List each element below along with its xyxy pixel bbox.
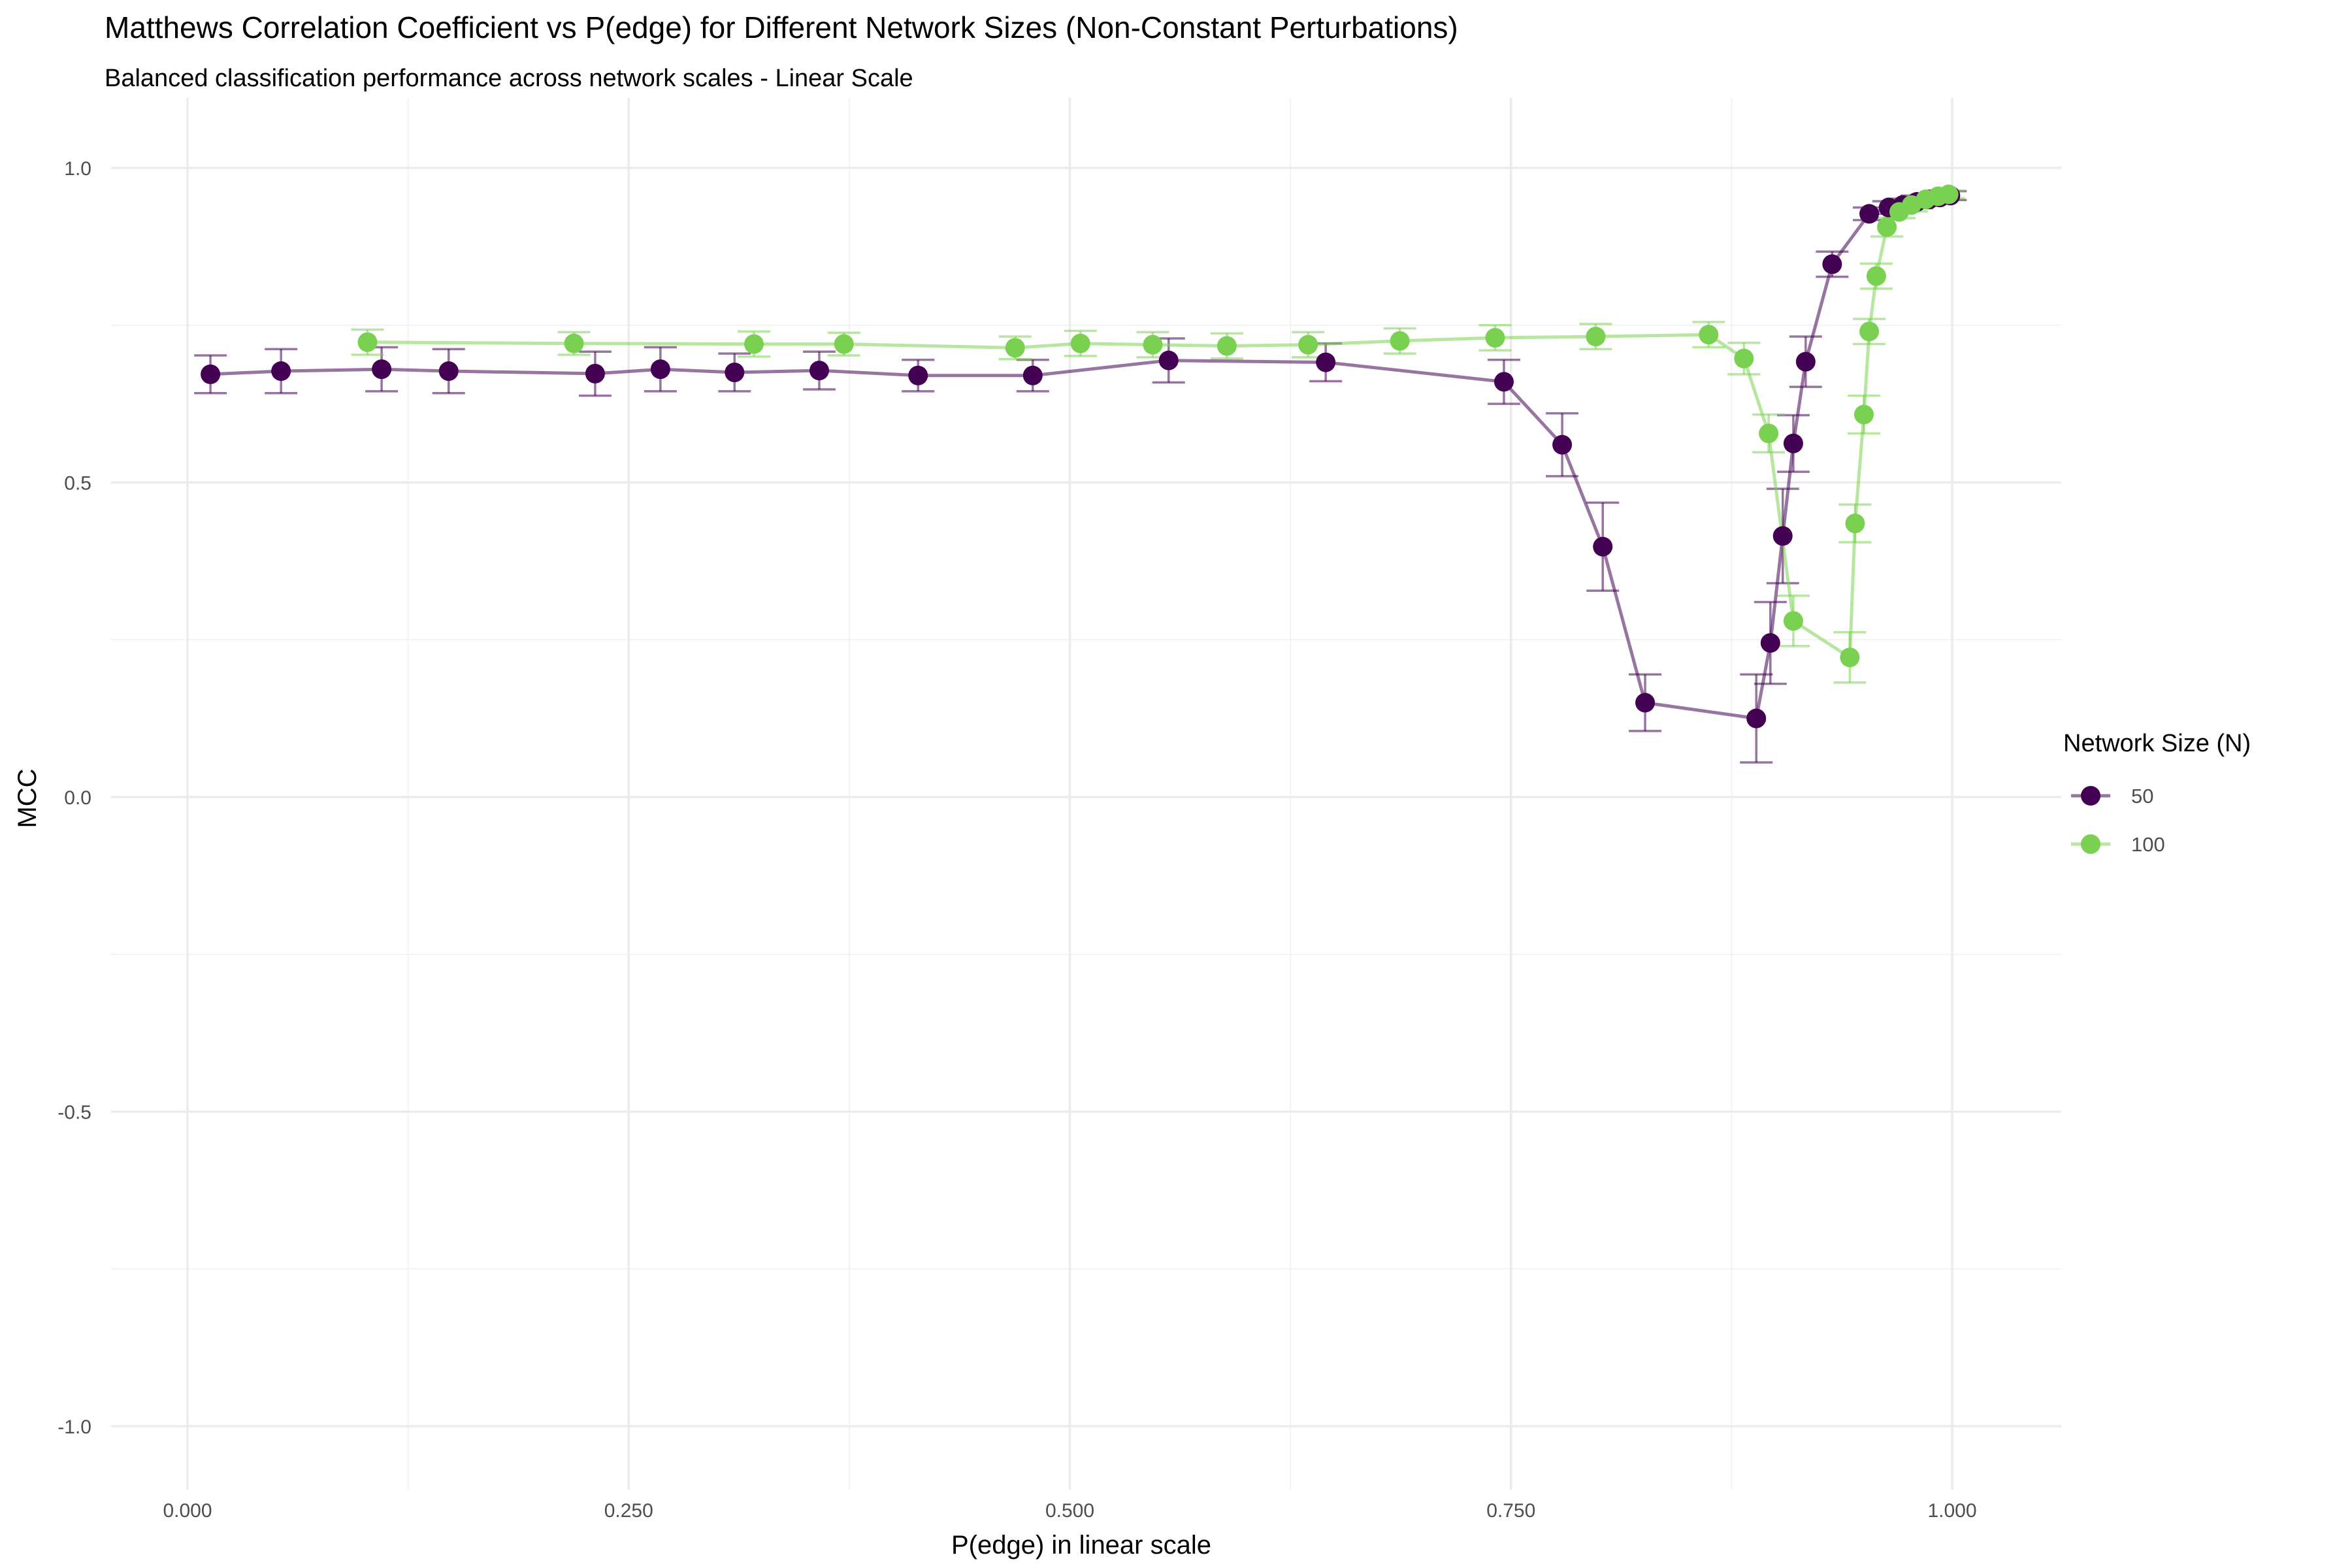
x-tick-label: 1.000 bbox=[1927, 1500, 1976, 1522]
series-100-point bbox=[1143, 335, 1163, 355]
series-50-point bbox=[1158, 350, 1179, 370]
x-axis-tick-labels: 0.000 0.250 0.500 0.750 1.000 bbox=[163, 1500, 1976, 1522]
series-100-point bbox=[1699, 325, 1719, 345]
series-100-point bbox=[1783, 611, 1803, 631]
series-100-point bbox=[357, 332, 378, 352]
series-100-point bbox=[1866, 266, 1886, 286]
legend-key-point bbox=[2081, 786, 2100, 806]
series-50-point bbox=[908, 365, 928, 385]
series-100-point bbox=[1845, 514, 1865, 534]
series-100-point bbox=[1734, 348, 1754, 368]
series-50-point bbox=[438, 361, 459, 382]
legend-items: 50 100 bbox=[2071, 785, 2165, 856]
legend-item-50: 50 bbox=[2071, 785, 2153, 808]
legend: Network Size (N) 50 100 bbox=[2063, 730, 2251, 856]
series-50-point bbox=[1859, 204, 1880, 224]
series-100-point bbox=[1298, 335, 1318, 355]
series-100-point bbox=[834, 334, 854, 354]
series-100-point bbox=[1840, 647, 1860, 668]
series-50-point bbox=[1746, 708, 1767, 728]
series-100-point bbox=[1217, 336, 1237, 356]
series-50-point bbox=[1760, 633, 1780, 653]
chart-title: Matthews Correlation Coefficient vs P(ed… bbox=[105, 10, 1458, 44]
series-50-point bbox=[1022, 365, 1043, 385]
legend-key-point bbox=[2081, 834, 2100, 854]
series-100-point bbox=[1859, 321, 1880, 342]
y-tick-label: -1.0 bbox=[57, 1416, 91, 1438]
series-50-point bbox=[1795, 351, 1816, 372]
x-tick-label: 0.000 bbox=[163, 1500, 212, 1522]
series-50-point bbox=[1772, 526, 1793, 546]
x-tick-label: 0.750 bbox=[1486, 1500, 1535, 1522]
y-axis-tick-labels: 1.0 0.5 0.0 -0.5 -1.0 bbox=[57, 158, 91, 1438]
series-100-point bbox=[744, 334, 764, 354]
x-tick-label: 0.250 bbox=[604, 1500, 653, 1522]
series-100-point bbox=[1005, 338, 1025, 358]
legend-label: 50 bbox=[2131, 785, 2153, 808]
y-tick-label: 1.0 bbox=[64, 158, 91, 180]
series-50-point bbox=[1316, 352, 1336, 372]
series-50-point bbox=[271, 361, 291, 382]
series-50-point bbox=[1635, 693, 1656, 713]
legend-item-100: 100 bbox=[2071, 833, 2165, 856]
y-tick-label: -0.5 bbox=[57, 1102, 91, 1124]
x-axis-label: P(edge) in linear scale bbox=[951, 1531, 1211, 1560]
y-axis-label: MCC bbox=[13, 768, 42, 828]
series-50-point bbox=[1783, 433, 1803, 453]
x-tick-label: 0.500 bbox=[1045, 1500, 1094, 1522]
data-points bbox=[201, 184, 1961, 728]
series-50-point bbox=[650, 359, 670, 380]
series-50-point bbox=[1822, 254, 1842, 274]
series-50-point bbox=[725, 362, 745, 382]
chart-subtitle: Balanced classification performance acro… bbox=[105, 65, 913, 92]
series-50-point bbox=[201, 364, 221, 384]
series-100-point bbox=[1390, 331, 1410, 351]
series-100-point bbox=[1854, 404, 1874, 425]
series-100-point bbox=[1485, 328, 1505, 348]
series-50-point bbox=[1494, 372, 1514, 392]
series-100-point bbox=[1759, 423, 1779, 444]
legend-label: 100 bbox=[2131, 833, 2165, 856]
series-100-point bbox=[1586, 327, 1606, 347]
series-50-point bbox=[585, 363, 605, 384]
y-tick-label: 0.5 bbox=[64, 473, 91, 495]
series-50-point bbox=[372, 359, 392, 380]
series-100-point bbox=[1070, 333, 1090, 353]
series-50-point bbox=[809, 361, 829, 381]
series-100-point bbox=[1877, 217, 1897, 237]
series-50-point bbox=[1593, 536, 1613, 557]
legend-title: Network Size (N) bbox=[2063, 730, 2251, 757]
y-tick-label: 0.0 bbox=[64, 787, 91, 809]
series-100-point bbox=[564, 333, 584, 353]
series-50-point bbox=[1552, 434, 1573, 455]
series-100-point bbox=[1938, 184, 1959, 204]
